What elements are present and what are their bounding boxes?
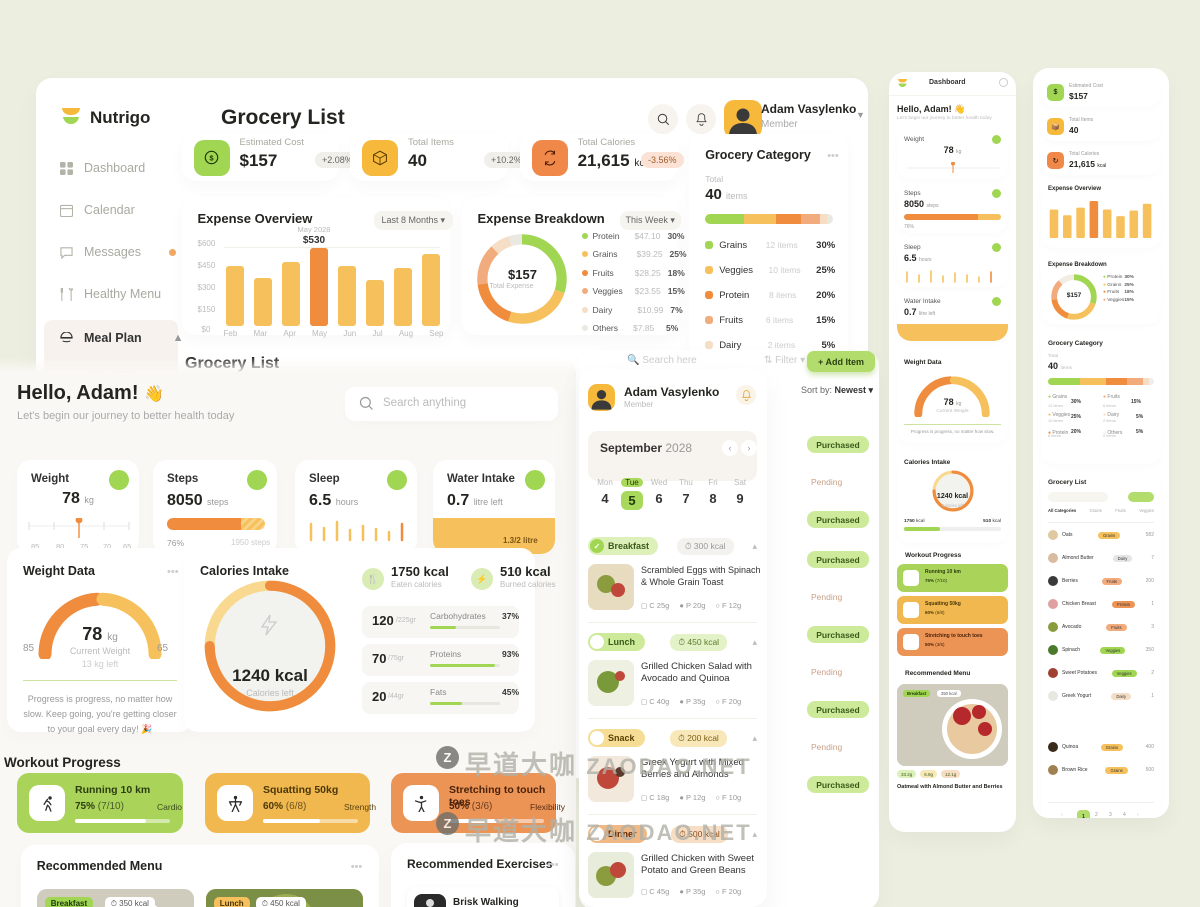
svg-text:$: $ xyxy=(209,154,214,163)
